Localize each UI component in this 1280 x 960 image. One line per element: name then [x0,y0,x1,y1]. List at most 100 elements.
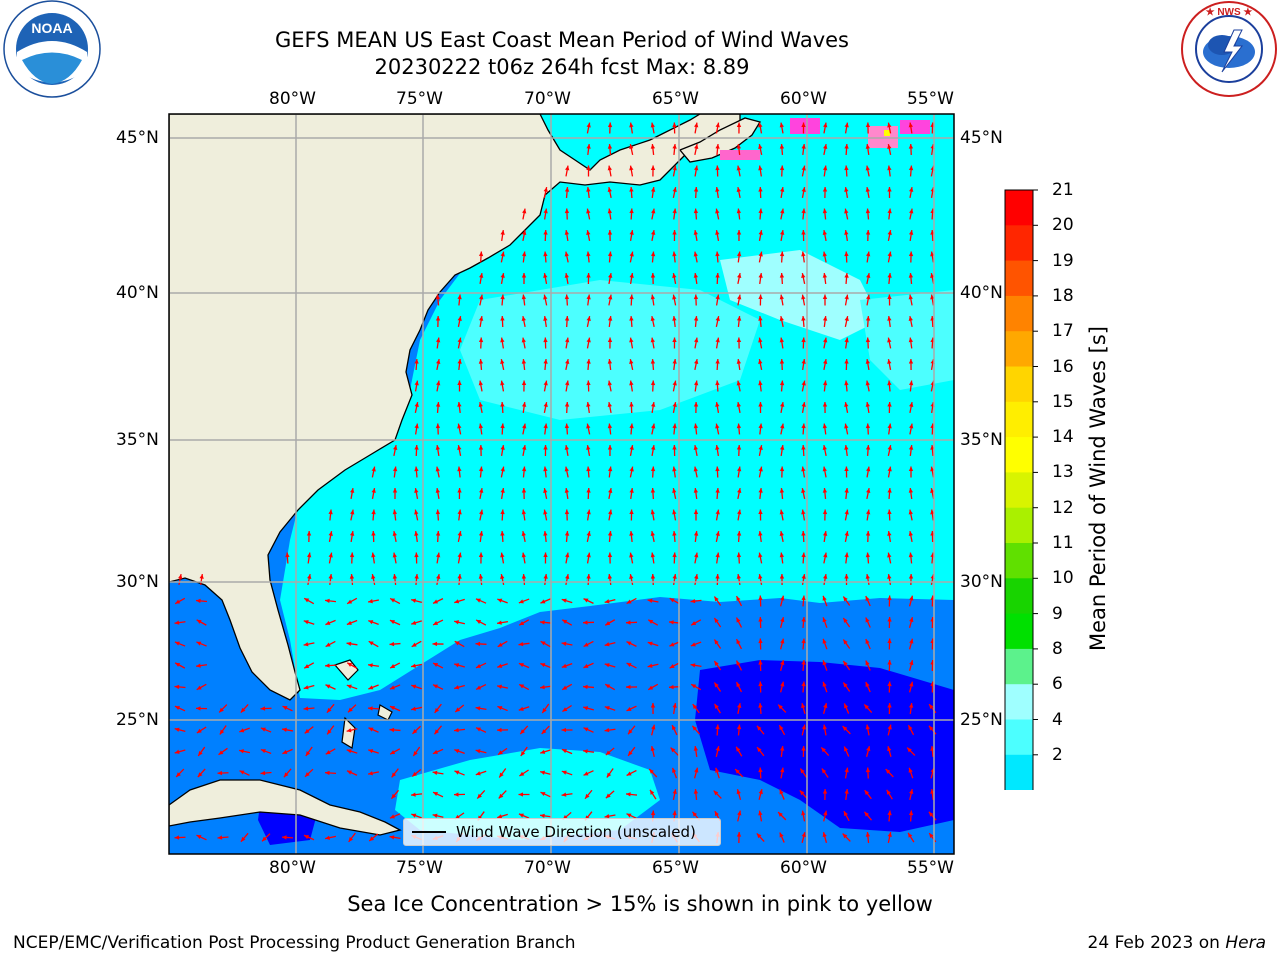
wave-direction-arrow [454,663,465,668]
wave-direction-arrow [736,724,742,736]
wave-direction-arrow [801,724,806,736]
wave-direction-arrow [479,272,484,285]
wave-direction-arrow [780,186,785,199]
colorbar-segment [1005,190,1033,226]
wave-direction-arrow [586,122,591,134]
wave-direction-arrow [475,619,487,626]
wave-direction-arrow [672,530,677,543]
wave-direction-arrow [368,727,379,733]
wave-direction-arrow [626,705,637,712]
wave-direction-arrow [736,552,742,564]
land-nova-scotia [678,117,762,163]
wave-direction-arrow [196,683,207,691]
wave-direction-arrow [607,401,612,414]
colorbar-tick-label: 8 [1052,638,1063,659]
wave-direction-arrow [672,122,677,134]
wave-direction-arrow [518,792,530,797]
wave-direction-arrow [672,573,677,586]
wave-direction-arrow [391,768,399,778]
wave-direction-arrow [844,423,849,435]
wave-direction-arrow [543,509,548,521]
wave-direction-arrow [586,251,591,263]
wave-direction-arrow [715,122,720,134]
wave-direction-arrow [887,724,892,736]
wave-direction-arrow [801,466,806,478]
wave-direction-arrow [647,598,659,603]
wave-direction-arrow [454,684,465,690]
wave-direction-arrow [607,229,613,242]
wave-direction-arrow [500,401,505,414]
wave-direction-arrow [522,423,527,435]
wave-direction-arrow [715,767,720,779]
wave-direction-arrow [389,684,401,690]
wave-direction-arrow [842,660,851,671]
wave-direction-arrow [607,573,613,586]
wave-direction-arrow [518,683,530,691]
wave-direction-arrow [715,466,720,478]
wave-direction-arrow [779,509,784,521]
wave-direction-arrow [350,509,355,521]
wave-direction-arrow [801,380,806,392]
wave-direction-arrow [758,595,763,607]
wave-direction-arrow [714,703,721,714]
wave-direction-arrow [736,789,742,800]
wave-direction-arrow [801,229,806,242]
wave-direction-arrow [822,509,828,521]
wave-direction-arrow [496,727,509,733]
wave-direction-arrow [887,638,892,650]
wave-direction-arrow [303,684,315,690]
wave-direction-arrow [779,315,784,328]
wave-direction-arrow [647,663,659,668]
wave-direction-arrow [478,552,484,564]
wave-direction-arrow [650,315,655,328]
wave-direction-arrow [715,143,720,156]
land-cuba [169,779,402,836]
wave-direction-arrow [328,530,333,543]
wave-direction-arrow [414,530,419,543]
colorbar-tick-label: 21 [1052,180,1074,200]
wave-direction-arrow [346,597,358,605]
wave-direction-arrow [303,642,315,647]
wave-direction-arrow [865,122,871,134]
wave-direction-arrow [346,641,358,647]
wave-direction-arrow [690,598,702,604]
wave-direction-arrow [543,423,548,435]
wave-direction-arrow [457,294,462,306]
wave-direction-arrow [435,337,441,349]
wave-direction-arrow [715,444,720,457]
wave-direction-arrow [780,401,785,414]
wave-direction-arrow [325,619,336,626]
wave-direction-arrow [650,251,656,263]
wave-direction-arrow [367,663,380,668]
wave-direction-arrow [779,832,785,843]
wave-direction-arrow [820,746,830,757]
wave-direction-arrow [586,466,591,478]
wave-direction-arrow [607,122,613,134]
wave-direction-arrow [887,681,892,693]
wave-direction-arrow [174,641,186,647]
wave-direction-arrow [779,595,785,607]
wave-direction-arrow [457,573,462,586]
wave-direction-arrow [801,616,806,629]
wave-direction-arrow [432,619,444,626]
wave-direction-arrow [866,487,871,500]
wave-direction-arrow [454,748,465,755]
wave-direction-arrow [672,208,677,220]
wave-direction-arrow [500,466,505,478]
wave-direction-arrow [303,834,315,841]
wave-direction-arrow [197,768,206,778]
wave-direction-arrow [801,810,806,822]
wave-direction-arrow [521,466,527,478]
wave-direction-arrow [758,315,763,328]
wave-direction-arrow [604,814,616,819]
wave-direction-arrow [758,638,763,650]
wave-direction-arrow [325,748,336,755]
wave-direction-arrow [908,573,914,586]
lon-tick-label-bottom: 75°W [396,858,443,878]
wave-direction-arrow [217,770,229,776]
wave-direction-arrow [390,789,400,800]
wave-direction-arrow [367,706,380,711]
wave-direction-arrow [672,337,677,349]
wave-direction-arrow [844,573,849,586]
wave-direction-arrow [564,509,570,521]
